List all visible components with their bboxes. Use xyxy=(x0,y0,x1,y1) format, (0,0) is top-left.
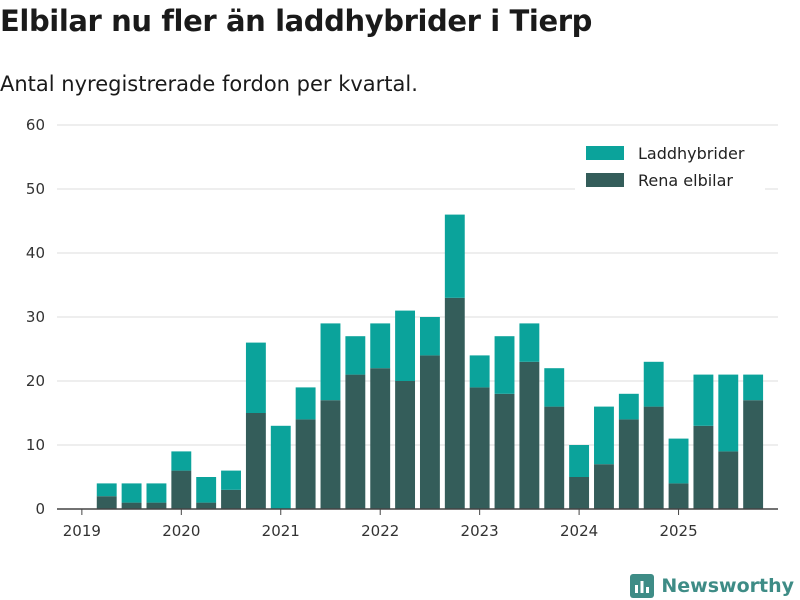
x-tick-label: 2019 xyxy=(63,522,101,540)
legend-swatch-laddhybrider xyxy=(586,146,624,160)
bar-rena-elbilar-2025-Q4 xyxy=(743,400,764,509)
legend-label-rena-elbilar: Rena elbilar xyxy=(638,171,733,190)
x-tick-label: 2025 xyxy=(659,522,697,540)
bar-rena-elbilar-2019-Q4 xyxy=(146,502,167,509)
bar-laddhybrider-2020-Q2 xyxy=(196,477,217,503)
x-tick-label: 2020 xyxy=(162,522,200,540)
bar-laddhybrider-2025-Q1 xyxy=(668,438,689,484)
bar-laddhybrider-2024-Q1 xyxy=(569,445,590,477)
bar-rena-elbilar-2022-Q4 xyxy=(444,297,465,509)
y-tick-label: 60 xyxy=(26,116,45,134)
x-tick-label: 2024 xyxy=(560,522,598,540)
bar-laddhybrider-2021-Q3 xyxy=(320,323,341,401)
bar-laddhybrider-2019-Q2 xyxy=(96,483,117,497)
bar-laddhybrider-2020-Q1 xyxy=(171,451,192,471)
bar-laddhybrider-2021-Q2 xyxy=(295,387,316,420)
bar-rena-elbilar-2024-Q1 xyxy=(569,477,590,509)
bar-rena-elbilar-2023-Q2 xyxy=(494,393,515,509)
bar-rena-elbilar-2020-Q4 xyxy=(245,413,266,509)
bar-laddhybrider-2022-Q2 xyxy=(395,310,416,381)
bar-laddhybrider-2023-Q4 xyxy=(544,368,565,407)
newsworthy-brand[interactable]: Newsworthy xyxy=(630,574,794,598)
bar-laddhybrider-2024-Q4 xyxy=(643,361,664,407)
legend-swatch-rena-elbilar xyxy=(586,173,624,187)
chart-title: Elbilar nu fler än laddhybrider i Tierp xyxy=(0,4,592,38)
bar-laddhybrider-2023-Q1 xyxy=(469,355,490,388)
bar-laddhybrider-2020-Q3 xyxy=(221,470,241,490)
bar-rena-elbilar-2022-Q1 xyxy=(370,368,391,509)
bar-rena-elbilar-2019-Q3 xyxy=(121,502,142,509)
bar-laddhybrider-2019-Q3 xyxy=(121,483,142,503)
bar-rena-elbilar-2025-Q3 xyxy=(718,451,739,509)
y-tick-label: 10 xyxy=(26,436,45,454)
bar-rena-elbilar-2024-Q4 xyxy=(643,406,664,509)
bar-laddhybrider-2025-Q2 xyxy=(693,374,714,426)
bar-rena-elbilar-2024-Q3 xyxy=(618,419,639,509)
x-axis-ticks: 2019 2020 2021 2022 2023 2024 2025 xyxy=(63,509,698,540)
x-tick-label: 2023 xyxy=(461,522,499,540)
bar-rena-elbilar-2019-Q2 xyxy=(96,496,117,509)
bar-laddhybrider-2023-Q3 xyxy=(519,323,540,362)
legend-label-laddhybrider: Laddhybrider xyxy=(638,144,745,163)
y-tick-label: 40 xyxy=(26,244,45,262)
bar-laddhybrider-2022-Q1 xyxy=(370,323,391,369)
bar-rena-elbilar-2021-Q2 xyxy=(295,419,316,509)
bar-rena-elbilar-2025-Q1 xyxy=(668,483,689,509)
newsworthy-logo-icon xyxy=(630,574,655,598)
y-tick-label: 20 xyxy=(26,372,45,390)
bar-rena-elbilar-2025-Q2 xyxy=(693,425,714,509)
gridlines xyxy=(57,124,778,446)
bar-laddhybrider-2021-Q4 xyxy=(345,336,366,375)
bar-rena-elbilar-2022-Q2 xyxy=(395,381,416,509)
y-tick-label: 30 xyxy=(26,308,45,326)
bar-rena-elbilar-2021-Q4 xyxy=(345,374,366,509)
bar-laddhybrider-2025-Q4 xyxy=(743,374,764,401)
bar-laddhybrider-2019-Q4 xyxy=(146,483,167,503)
bar-laddhybrider-2024-Q3 xyxy=(618,393,639,420)
bars xyxy=(96,214,764,509)
bar-laddhybrider-2022-Q4 xyxy=(444,214,465,298)
bar-laddhybrider-2023-Q2 xyxy=(494,336,515,394)
bar-rena-elbilar-2023-Q4 xyxy=(544,406,565,509)
bar-rena-elbilar-2022-Q3 xyxy=(419,355,440,509)
y-tick-label: 0 xyxy=(35,500,45,518)
bar-laddhybrider-2021-Q1 xyxy=(270,425,291,509)
x-tick-label: 2022 xyxy=(361,522,399,540)
x-tick-label: 2021 xyxy=(262,522,300,540)
legend: Laddhybrider Rena elbilar xyxy=(575,136,765,198)
bar-laddhybrider-2022-Q3 xyxy=(419,317,440,356)
brand-name: Newsworthy xyxy=(661,575,794,597)
bar-laddhybrider-2020-Q4 xyxy=(245,342,266,413)
bar-rena-elbilar-2021-Q3 xyxy=(320,400,341,509)
bar-laddhybrider-2025-Q3 xyxy=(718,374,739,452)
bar-rena-elbilar-2023-Q1 xyxy=(469,387,490,509)
bar-rena-elbilar-2020-Q1 xyxy=(171,470,192,509)
bar-rena-elbilar-2023-Q3 xyxy=(519,361,540,509)
y-axis-ticks: 0 10 20 30 40 50 60 xyxy=(26,116,45,518)
bar-rena-elbilar-2024-Q2 xyxy=(594,464,614,509)
bar-rena-elbilar-2020-Q3 xyxy=(221,489,241,509)
y-tick-label: 50 xyxy=(26,180,45,198)
chart-subtitle: Antal nyregistrerade fordon per kvartal. xyxy=(0,72,418,96)
bar-laddhybrider-2024-Q2 xyxy=(594,406,614,465)
bar-rena-elbilar-2020-Q2 xyxy=(196,502,217,509)
